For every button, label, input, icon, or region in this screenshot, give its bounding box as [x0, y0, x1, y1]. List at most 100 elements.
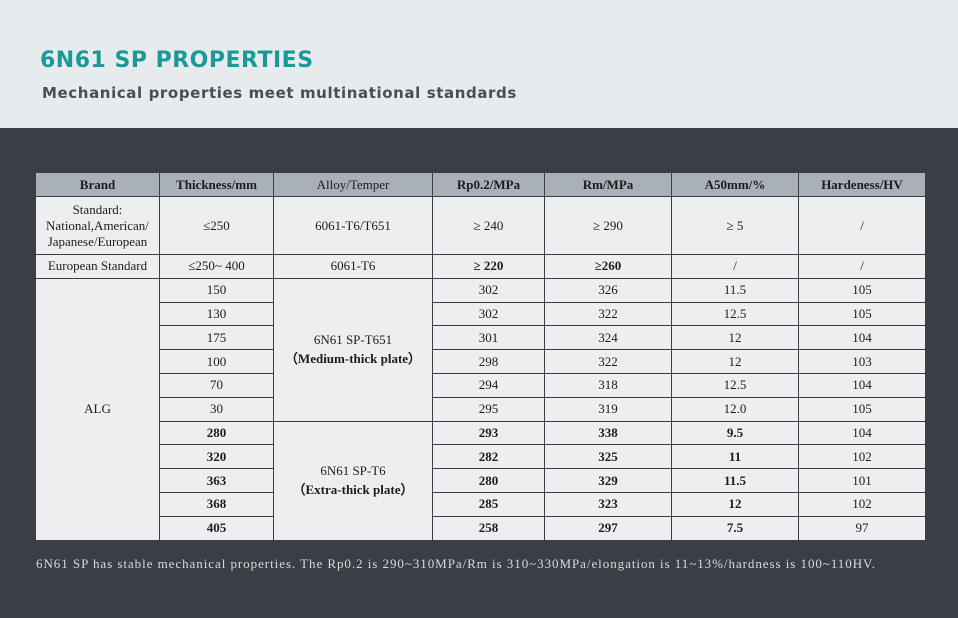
rm-cell: ≥ 290 — [544, 196, 672, 255]
thickness-cell: 280 — [159, 420, 274, 446]
column-header: A50mm/% — [671, 172, 799, 197]
rm-cell: ≥260 — [544, 254, 672, 279]
thickness-cell: 363 — [159, 468, 274, 493]
alloy-medium-label: 6N61 SP-T651 — [313, 332, 393, 348]
table-row: 363 280 329 11.5 101 — [36, 468, 926, 493]
hv-cell: / — [798, 196, 926, 255]
thickness-cell: 70 — [159, 372, 274, 398]
rp-cell: 302 — [432, 277, 545, 303]
column-header: Hardeness/HV — [798, 172, 926, 197]
hv-cell: 104 — [798, 372, 926, 398]
rp-cell: 280 — [432, 468, 545, 493]
column-header: Rp0.2/MPa — [432, 172, 545, 197]
rm-cell: 338 — [544, 420, 672, 446]
a50-cell: 12.5 — [671, 301, 799, 327]
thickness-cell: ≤250 — [159, 196, 274, 255]
rm-cell: 319 — [544, 396, 672, 422]
column-header: Rm/MPa — [544, 172, 672, 197]
rp-cell: 302 — [432, 301, 545, 327]
rp-cell: 282 — [432, 444, 545, 470]
thickness-cell: 320 — [159, 444, 274, 470]
alloy-extra-label: 6N61 SP-T6 — [320, 463, 386, 479]
brand-cell: European Standard — [35, 254, 160, 279]
alloy-medium-note: （Medium-thick plate） — [284, 351, 422, 367]
footer-note: 6N61 SP has stable mechanical properties… — [36, 556, 876, 571]
table-row: 405 258 297 7.5 97 — [36, 515, 926, 541]
hv-cell: 105 — [798, 301, 926, 327]
hv-cell: 102 — [798, 491, 926, 517]
a50-cell: 12 — [671, 349, 799, 374]
thickness-cell: 30 — [159, 396, 274, 422]
rp-cell: 298 — [432, 349, 545, 374]
table-row: European Standard ≤250~ 400 6061-T6 ≥ 22… — [35, 254, 926, 279]
page-subtitle: Mechanical properties meet multinational… — [42, 84, 517, 102]
table-row: 175 301 324 12 104 — [36, 325, 926, 351]
rp-cell: 301 — [432, 325, 545, 351]
alloy-medium-cell: 6N61 SP-T651 （Medium-thick plate） — [273, 277, 433, 422]
alg-brand-cell: ALG — [35, 277, 160, 541]
a50-cell: 11 — [671, 444, 799, 470]
hv-cell: 97 — [798, 515, 926, 541]
table-header-row: Brand Thickness/mm Alloy/Temper Rp0.2/MP… — [35, 172, 926, 197]
rm-cell: 322 — [544, 349, 672, 374]
rm-cell: 324 — [544, 325, 672, 351]
alloy-cell: 6061-T6/T651 — [273, 196, 433, 255]
alloy-extra-note: （Extra-thick plate） — [292, 482, 414, 498]
table-row: ALG 150 6N61 SP-T651 （Medium-thick plate… — [35, 277, 926, 541]
brand-cell: Standard: National,American/ Japanese/Eu… — [35, 196, 160, 255]
rp-cell: ≥ 240 — [432, 196, 545, 255]
rp-cell: 285 — [432, 491, 545, 517]
table-row: 320 282 325 11 102 — [36, 444, 926, 470]
header-banner: 6N61 SP PROPERTIES Mechanical properties… — [0, 0, 958, 128]
a50-cell: 12 — [671, 491, 799, 517]
hv-cell: 105 — [798, 396, 926, 422]
a50-cell: 12.0 — [671, 396, 799, 422]
rm-cell: 325 — [544, 444, 672, 470]
page-title: 6N61 SP PROPERTIES — [40, 48, 314, 73]
rp-cell: ≥ 220 — [432, 254, 545, 279]
table-row: 368 285 323 12 102 — [36, 491, 926, 517]
table-row: 70 294 318 12.5 104 — [36, 372, 926, 398]
column-header: Thickness/mm — [159, 172, 274, 197]
a50-cell: 12.5 — [671, 372, 799, 398]
a50-cell: 11.5 — [671, 468, 799, 493]
hv-cell: / — [798, 254, 926, 279]
column-header: Alloy/Temper — [273, 172, 433, 197]
alloy-extra-cell: 6N61 SP-T6 （Extra-thick plate） — [273, 420, 433, 541]
a50-cell: 9.5 — [671, 420, 799, 446]
thickness-cell: 100 — [159, 349, 274, 374]
thickness-cell: 175 — [159, 325, 274, 351]
hv-cell: 104 — [798, 420, 926, 446]
table-row: 30 295 319 12.0 105 — [36, 396, 926, 422]
alloy-cell: 6061-T6 — [273, 254, 433, 279]
table-row: 130 302 322 12.5 105 — [36, 301, 926, 327]
thickness-cell: 130 — [159, 301, 274, 327]
a50-cell: 7.5 — [671, 515, 799, 541]
a50-cell: 11.5 — [671, 277, 799, 303]
properties-table: Brand Thickness/mm Alloy/Temper Rp0.2/MP… — [35, 172, 926, 541]
hv-cell: 102 — [798, 444, 926, 470]
rp-cell: 294 — [432, 372, 545, 398]
rm-cell: 322 — [544, 301, 672, 327]
hv-cell: 101 — [798, 468, 926, 493]
a50-cell: 12 — [671, 325, 799, 351]
rp-cell: 258 — [432, 515, 545, 541]
thickness-cell: 368 — [159, 491, 274, 517]
thickness-cell: 405 — [159, 515, 274, 541]
hv-cell: 105 — [798, 277, 926, 303]
rm-cell: 297 — [544, 515, 672, 541]
rm-cell: 318 — [544, 372, 672, 398]
rp-cell: 295 — [432, 396, 545, 422]
column-header: Brand — [35, 172, 160, 197]
hv-cell: 103 — [798, 349, 926, 374]
hv-cell: 104 — [798, 325, 926, 351]
thickness-cell: ≤250~ 400 — [159, 254, 274, 279]
a50-cell: ≥ 5 — [671, 196, 799, 255]
rp-cell: 293 — [432, 420, 545, 446]
table-row: 100 298 322 12 103 — [36, 349, 926, 374]
table-row: 280 6N61 SP-T6 （Extra-thick plate） 293 3… — [36, 420, 926, 541]
rm-cell: 329 — [544, 468, 672, 493]
thickness-cell: 150 — [159, 277, 274, 303]
rm-cell: 323 — [544, 491, 672, 517]
a50-cell: / — [671, 254, 799, 279]
